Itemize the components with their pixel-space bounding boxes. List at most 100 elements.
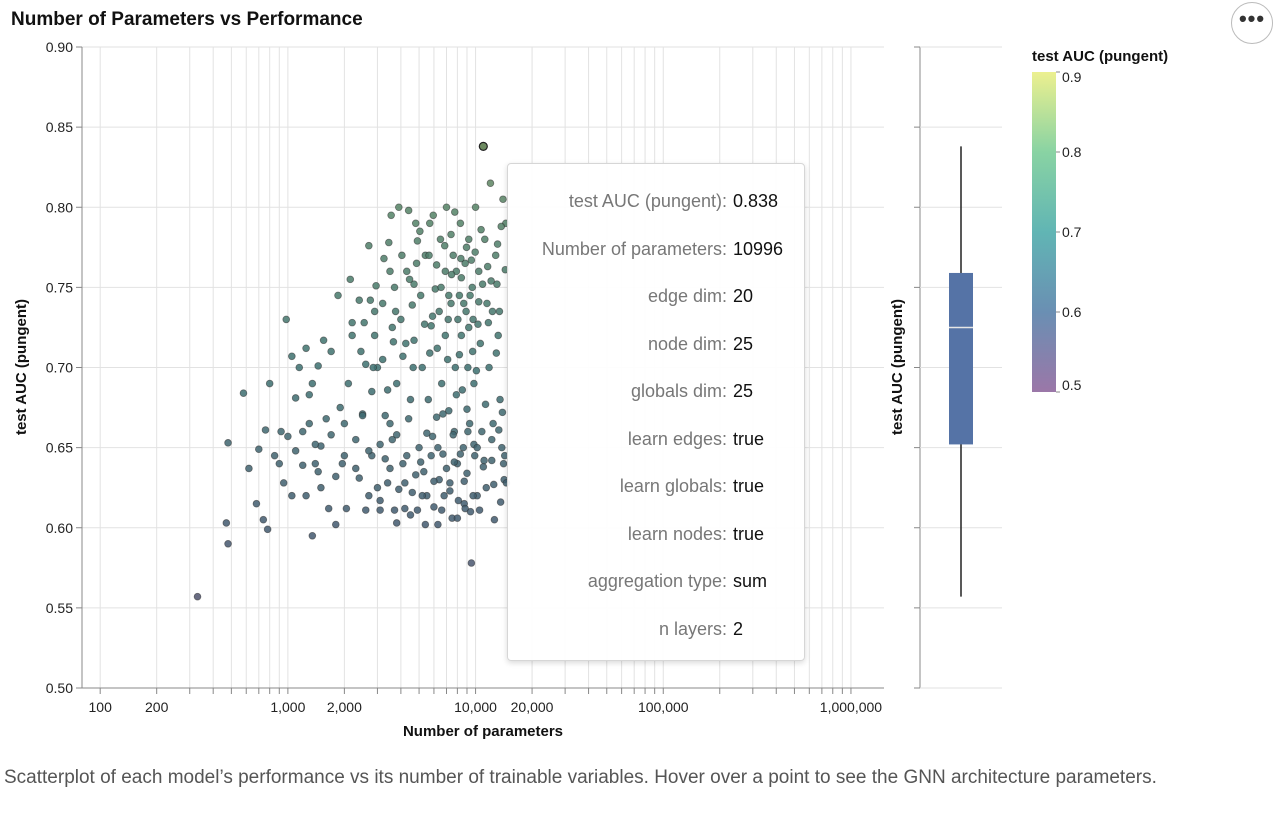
data-point (441, 267, 450, 276)
data-point (381, 455, 389, 463)
data-point (482, 483, 491, 492)
data-point (411, 219, 420, 228)
data-point (420, 320, 429, 329)
colorbar-tick-label: 0.8 (1062, 144, 1082, 160)
tooltip-key: aggregation type: (587, 571, 727, 592)
tooltip-row: learn globals: true (508, 463, 804, 511)
tooltip-key: node dim: (647, 333, 727, 354)
data-point (428, 432, 437, 441)
colorbar-tick-label: 0.6 (1062, 304, 1082, 320)
data-point (327, 347, 335, 356)
data-point (322, 414, 330, 423)
y-tick-label: 0.80 (46, 199, 73, 215)
tooltip-key: Number of parameters: (541, 238, 727, 259)
data-point (405, 275, 414, 284)
data-point (372, 281, 380, 290)
data-point (450, 458, 459, 466)
data-point (464, 427, 472, 436)
more-options-button[interactable]: ••• (1231, 2, 1273, 44)
y-tick-label: 0.75 (46, 279, 73, 295)
data-point (314, 362, 322, 370)
boxplot-box (949, 272, 973, 445)
data-point (462, 243, 471, 252)
data-point (308, 379, 317, 388)
data-points[interactable] (193, 141, 511, 601)
data-point (418, 491, 427, 500)
data-point (453, 514, 462, 522)
data-point (288, 491, 296, 500)
data-point (457, 254, 465, 263)
data-point (423, 429, 431, 438)
data-point (489, 419, 497, 428)
data-point (331, 520, 340, 529)
data-point (434, 443, 442, 452)
data-point (451, 363, 460, 372)
data-point (492, 349, 501, 357)
data-point (462, 307, 470, 316)
scatter-chart: Number of Parameters vs Performance 0.50… (11, 9, 1168, 740)
tooltip-key: learn edges: (627, 428, 727, 449)
data-point (412, 259, 421, 268)
data-point (401, 479, 409, 487)
data-point (427, 451, 435, 460)
data-point (245, 464, 253, 473)
tooltip-key: edge dim: (647, 286, 727, 307)
data-point (324, 504, 333, 513)
data-point (461, 504, 469, 513)
data-point (399, 352, 407, 361)
data-point (463, 469, 471, 478)
data-point (340, 419, 349, 428)
data-point (406, 395, 415, 404)
data-point (311, 459, 320, 468)
data-point (432, 413, 441, 421)
colorbar-title: test AUC (pungent) (1032, 48, 1168, 65)
data-point (298, 461, 307, 470)
x-tick-label: 100 (89, 699, 113, 715)
data-point (449, 431, 457, 439)
data-point (342, 504, 351, 513)
data-point (490, 515, 499, 524)
data-point (295, 363, 304, 372)
data-point (388, 435, 397, 444)
data-point (447, 230, 455, 239)
data-point (378, 299, 387, 308)
data-point (455, 350, 464, 359)
data-point (488, 307, 497, 316)
data-point (437, 506, 446, 514)
y-tick-label: 0.70 (46, 360, 73, 376)
tooltip-row: Number of parameters: 10996 (508, 226, 804, 274)
data-point (418, 363, 427, 372)
data-point (464, 363, 472, 372)
data-point (373, 483, 382, 492)
tooltip-row: globals dim: 25 (508, 368, 804, 416)
data-point (319, 336, 328, 345)
data-point (386, 464, 394, 473)
data-point (409, 363, 417, 372)
x-tick-label: 20,000 (511, 699, 554, 715)
data-point (443, 355, 452, 364)
data-point (474, 320, 482, 329)
data-point (454, 496, 463, 505)
x-tick-label: 10,000 (454, 699, 497, 715)
tooltip-key: globals dim: (630, 381, 727, 402)
data-point (376, 496, 384, 505)
data-point (369, 363, 378, 372)
data-point (387, 211, 395, 220)
tooltip-value: 25 (733, 333, 754, 354)
tooltip-row: edge dim: 20 (508, 273, 804, 321)
data-point (397, 315, 405, 324)
data-point (494, 331, 502, 340)
data-point (461, 259, 469, 268)
data-point (291, 394, 300, 402)
data-point (496, 395, 504, 404)
data-point (429, 211, 438, 220)
data-point (475, 506, 484, 514)
data-point (440, 491, 448, 500)
data-point (261, 426, 270, 434)
data-point (487, 456, 496, 465)
data-point (487, 277, 495, 285)
data-point (424, 395, 433, 404)
data-point (439, 450, 447, 458)
tooltip-row: aggregation type: sum (508, 558, 804, 606)
data-point (439, 410, 447, 418)
